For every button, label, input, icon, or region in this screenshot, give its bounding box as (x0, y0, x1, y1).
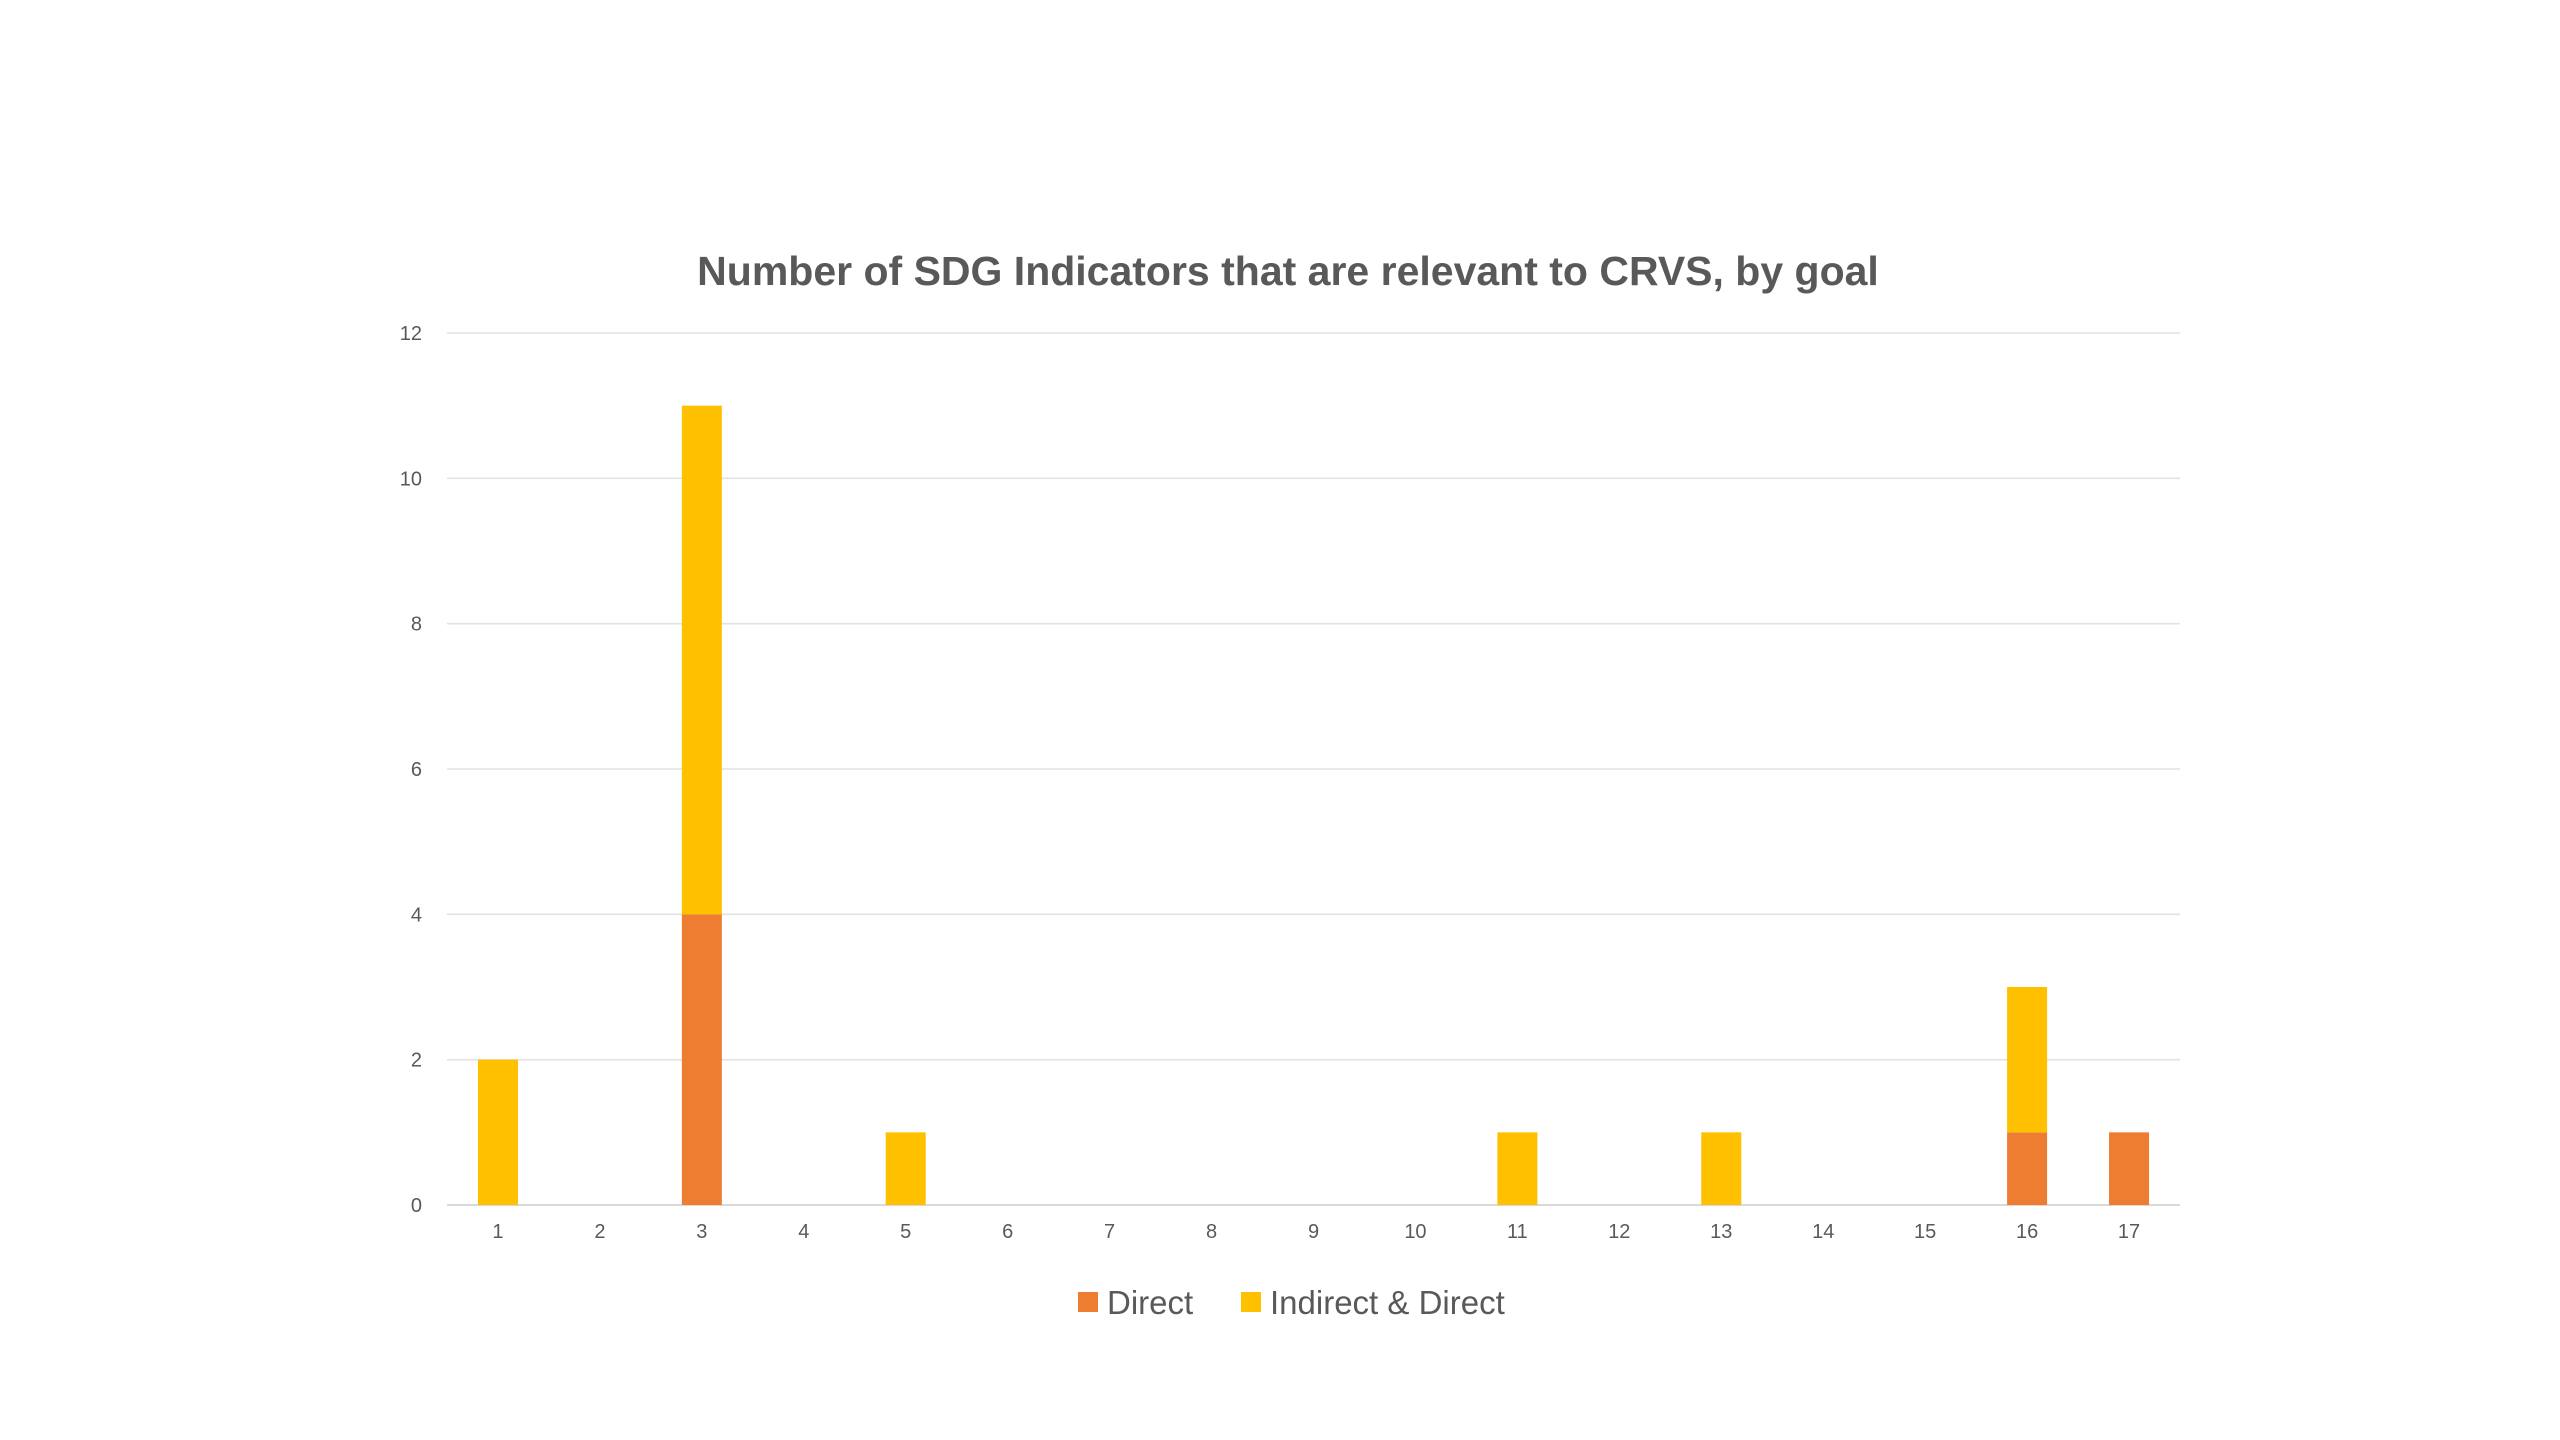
bar-indirect-direct-goal-5 (885, 1132, 926, 1205)
x-tick-label: 12 (1608, 1221, 1630, 1243)
x-tick-label: 17 (2118, 1221, 2140, 1243)
x-tick-label: 5 (900, 1221, 911, 1243)
legend: Direct Indirect & Direct (1078, 1284, 1505, 1321)
bar-indirect-direct-goal-11 (1497, 1132, 1538, 1205)
x-tick-label: 8 (1206, 1221, 1217, 1243)
x-tick-label: 3 (696, 1221, 707, 1243)
bar-indirect-direct-goal-16 (2007, 987, 2048, 1133)
x-tick-label: 13 (1710, 1221, 1732, 1243)
x-tick-label: 9 (1308, 1221, 1319, 1243)
bar-indirect-direct-goal-3 (681, 405, 722, 915)
x-tick-label: 10 (1404, 1221, 1426, 1243)
bar-direct-goal-17 (2109, 1132, 2150, 1205)
x-tick-label: 14 (1812, 1221, 1834, 1243)
x-tick-label: 15 (1914, 1221, 1936, 1243)
x-tick-label: 6 (1002, 1221, 1013, 1243)
y-tick-label: 4 (411, 904, 422, 926)
x-tick-label: 11 (1507, 1221, 1528, 1243)
y-tick-label: 8 (411, 614, 422, 636)
x-tick-label: 4 (798, 1221, 809, 1243)
x-tick-label: 7 (1104, 1221, 1115, 1243)
y-tick-label: 6 (411, 759, 422, 781)
bar-direct-goal-3 (681, 914, 722, 1205)
y-axis-tick-labels: 0 2 4 6 8 10 12 (400, 323, 422, 1217)
bar-direct-goal-16 (2007, 1132, 2048, 1205)
y-tick-label: 2 (411, 1050, 422, 1072)
x-axis-tick-labels: 1 2 3 4 5 6 7 8 9 10 11 12 13 14 15 16 17 (492, 1221, 2140, 1243)
legend-swatch-indirect-direct (1241, 1292, 1261, 1312)
y-tick-label: 10 (400, 468, 422, 490)
x-tick-label: 16 (2016, 1221, 2038, 1243)
bars (477, 405, 2150, 1205)
bar-indirect-direct-goal-13 (1701, 1132, 1742, 1205)
legend-label-direct: Direct (1107, 1284, 1193, 1321)
legend-label-indirect-direct: Indirect & Direct (1270, 1284, 1505, 1321)
y-tick-label: 12 (400, 323, 422, 345)
gridlines (447, 332, 2180, 1206)
x-tick-label: 1 (492, 1221, 503, 1243)
x-tick-label: 2 (594, 1221, 605, 1243)
y-tick-label: 0 (411, 1195, 422, 1217)
chart-title: Number of SDG Indicators that are releva… (697, 248, 1879, 294)
legend-swatch-direct (1078, 1292, 1098, 1312)
bar-indirect-direct-goal-1 (477, 1059, 518, 1205)
